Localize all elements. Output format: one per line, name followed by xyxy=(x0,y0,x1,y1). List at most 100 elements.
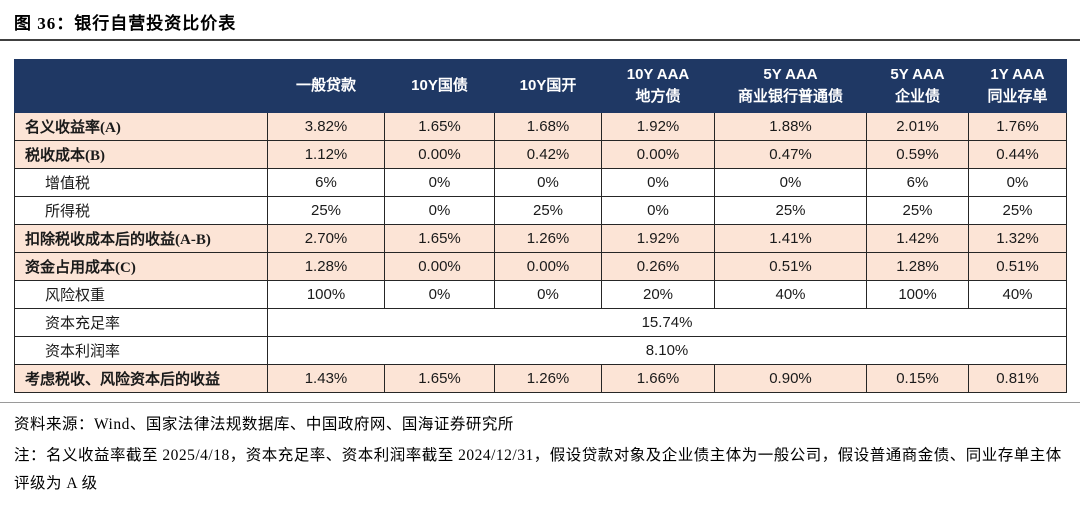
cell-value: 1.28% xyxy=(866,252,969,281)
cell-value: 1.68% xyxy=(494,112,602,141)
table-row: 资本利润率 8.10% xyxy=(14,336,1067,365)
header-cell-line: 地方债 xyxy=(635,88,681,105)
cell-value: 0.15% xyxy=(866,364,969,393)
header-cell-line: 10Y AAA xyxy=(626,66,690,84)
row-label: 税收成本(B) xyxy=(14,140,268,169)
cell-value: 6% xyxy=(267,168,385,197)
comparison-table: 一般贷款 10Y国债 10Y国开 10Y AAA 地方债 5Y AAA 商业银行普通债 5Y … xyxy=(14,59,1067,393)
cell-value: 3.82% xyxy=(267,112,385,141)
cell-value: 1.32% xyxy=(968,224,1067,253)
header-cell-line: 5Y AAA xyxy=(890,66,945,84)
header-cell: 5Y AAA 商业银行普通债 xyxy=(714,59,867,113)
cell-value: 25% xyxy=(968,196,1067,225)
row-label: 增值税 xyxy=(14,168,268,197)
cell-merged-value: 15.74% xyxy=(267,308,1067,337)
row-label: 资本充足率 xyxy=(14,308,268,337)
cell-value: 0.59% xyxy=(866,140,969,169)
cell-value: 1.26% xyxy=(494,224,602,253)
cell-value: 6% xyxy=(866,168,969,197)
source-line: 资料来源：Wind、国家法律法规数据库、中国政府网、国海证券研究所 xyxy=(14,416,514,433)
cell-value: 25% xyxy=(267,196,385,225)
header-cell-line: 10Y国债 xyxy=(411,77,468,95)
table-row: 扣除税收成本后的收益(A-B) 2.70% 1.65% 1.26% 1.92% 1.41%… xyxy=(14,224,1067,253)
cell-value: 100% xyxy=(866,280,969,309)
table-row: 资本充足率 15.74% xyxy=(14,308,1067,337)
header-cell: 10Y国开 xyxy=(494,59,602,113)
header-cell-blank xyxy=(14,59,268,113)
cell-value: 0.81% xyxy=(968,364,1067,393)
cell-value: 1.26% xyxy=(494,364,602,393)
cell-value: 1.88% xyxy=(714,112,867,141)
cell-value: 1.76% xyxy=(968,112,1067,141)
header-cell-line: 商业银行普通债 xyxy=(737,88,843,105)
row-label: 所得税 xyxy=(14,196,268,225)
cell-value: 1.12% xyxy=(267,140,385,169)
cell-value: 1.66% xyxy=(601,364,715,393)
table-row: 风险权重 100% 0% 0% 20% 40% 100% 40% xyxy=(14,280,1067,309)
cell-value: 0.90% xyxy=(714,364,867,393)
cell-value: 0% xyxy=(384,168,495,197)
cell-value: 0% xyxy=(384,196,495,225)
cell-value: 0.51% xyxy=(714,252,867,281)
cell-value: 1.65% xyxy=(384,364,495,393)
cell-value: 2.01% xyxy=(866,112,969,141)
cell-value: 0.00% xyxy=(601,140,715,169)
table-row: 考虑税收、风险资本后的收益 1.43% 1.65% 1.26% 1.66% 0.90% 0.… xyxy=(14,364,1067,393)
table-row: 资金占用成本(C) 1.28% 0.00% 0.00% 0.26% 0.51% 1.28% 0… xyxy=(14,252,1067,281)
cell-merged-value: 8.10% xyxy=(267,336,1067,365)
cell-value: 1.92% xyxy=(601,112,715,141)
row-label: 考虑税收、风险资本后的收益 xyxy=(14,364,268,393)
cell-value: 25% xyxy=(714,196,867,225)
cell-value: 1.65% xyxy=(384,112,495,141)
cell-value: 1.65% xyxy=(384,224,495,253)
header-cell: 一般贷款 xyxy=(267,59,385,113)
cell-value: 0.47% xyxy=(714,140,867,169)
cell-value: 0.00% xyxy=(384,252,495,281)
note-line: 注：名义收益率截至 2025/4/18，资本充足率、资本利润率截至 2024/1… xyxy=(14,447,1062,492)
table-header: 一般贷款 10Y国债 10Y国开 10Y AAA 地方债 5Y AAA 商业银行普通债 5Y … xyxy=(14,59,1067,113)
cell-value: 1.92% xyxy=(601,224,715,253)
figure-title: 图 36：银行自营投资比价表 xyxy=(14,14,237,33)
cell-value: 0.00% xyxy=(494,252,602,281)
row-label: 资本利润率 xyxy=(14,336,268,365)
header-cell-line: 5Y AAA xyxy=(763,66,818,84)
cell-value: 0.51% xyxy=(968,252,1067,281)
cell-value: 1.41% xyxy=(714,224,867,253)
cell-value: 0% xyxy=(494,168,602,197)
header-cell-line: 一般贷款 xyxy=(295,77,356,95)
header-cell-line: 企业债 xyxy=(894,88,940,105)
footer-divider xyxy=(0,402,1080,403)
cell-value: 0% xyxy=(601,196,715,225)
header-cell: 1Y AAA 同业存单 xyxy=(968,59,1067,113)
cell-value: 1.42% xyxy=(866,224,969,253)
cell-value: 40% xyxy=(714,280,867,309)
cell-value: 0% xyxy=(714,168,867,197)
cell-value: 25% xyxy=(866,196,969,225)
row-label: 名义收益率(A) xyxy=(14,112,268,141)
cell-value: 1.43% xyxy=(267,364,385,393)
cell-value: 0% xyxy=(601,168,715,197)
table-row: 增值税 6% 0% 0% 0% 0% 6% 0% xyxy=(14,168,1067,197)
row-label: 扣除税收成本后的收益(A-B) xyxy=(14,224,268,253)
cell-value: 0% xyxy=(384,280,495,309)
header-row: 一般贷款 10Y国债 10Y国开 10Y AAA 地方债 5Y AAA 商业银行普通债 5Y … xyxy=(14,59,1067,113)
cell-value: 0.00% xyxy=(384,140,495,169)
title-divider xyxy=(0,39,1080,41)
header-cell: 5Y AAA 企业债 xyxy=(866,59,969,113)
header-cell-line: 10Y国开 xyxy=(519,77,577,95)
row-label: 资金占用成本(C) xyxy=(14,252,268,281)
header-cell: 10Y AAA 地方债 xyxy=(601,59,715,113)
cell-value: 0% xyxy=(494,280,602,309)
cell-value: 25% xyxy=(494,196,602,225)
cell-value: 0.44% xyxy=(968,140,1067,169)
row-label: 风险权重 xyxy=(14,280,268,309)
header-cell-line: 同业存单 xyxy=(987,88,1048,105)
cell-value: 1.28% xyxy=(267,252,385,281)
cell-value: 20% xyxy=(601,280,715,309)
header-cell-line: 1Y AAA xyxy=(990,66,1045,84)
cell-value: 2.70% xyxy=(267,224,385,253)
table-row: 税收成本(B) 1.12% 0.00% 0.42% 0.00% 0.47% 0.59% 0.4… xyxy=(14,140,1067,169)
cell-value: 0.42% xyxy=(494,140,602,169)
cell-value: 40% xyxy=(968,280,1067,309)
cell-value: 0.26% xyxy=(601,252,715,281)
